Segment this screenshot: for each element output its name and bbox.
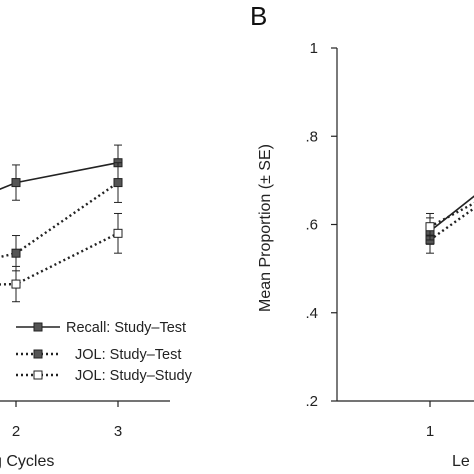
panel-b-y-axis-label: Mean Proportion (± SE): [257, 144, 274, 312]
legend-label-recall-study-test: Recall: Study–Test: [66, 320, 186, 336]
panel-a-series-line-0: [0, 161, 119, 191]
panel-a: 2 3 g Cycles Recall: Study–Test JOL: Stu…: [0, 144, 193, 470]
panel-b-ytick-label: .2: [305, 393, 318, 410]
panel-b-ytick-label: .8: [305, 128, 318, 145]
legend-marker-filled-square: [33, 349, 43, 359]
panel-b-ytick-label: 1: [310, 40, 318, 57]
panel-a-data-point-0-1: [11, 178, 21, 188]
legend-label-jol-study-test: JOL: Study–Test: [75, 347, 181, 363]
legend-label-jol-study-study: JOL: Study–Study: [75, 368, 193, 384]
legend-item-recall-study-test: Recall: Study–Test: [16, 320, 186, 336]
legend-item-jol-study-test: JOL: Study–Test: [16, 347, 181, 363]
panel-b-ytick-label: .4: [305, 305, 318, 322]
panel-b-series-line-1: [429, 206, 474, 241]
panel-b-data-point-2-0: [425, 222, 435, 232]
panel-a-data-point-2-2: [113, 228, 123, 238]
panel-a-axes: 2 3 g Cycles: [0, 400, 170, 470]
legend-marker-filled-square: [33, 322, 43, 332]
legend-marker-open-square: [33, 370, 43, 380]
panel-b-letter: B: [250, 1, 267, 31]
panel-a-legend: Recall: Study–Test JOL: Study–Test JOL: …: [16, 320, 193, 384]
legend-item-jol-study-study: JOL: Study–Study: [16, 368, 193, 384]
panel-a-data-point-1-1: [11, 248, 21, 258]
panel-a-xtick-label-3: 3: [114, 423, 122, 440]
panel-b-plot-area: [425, 195, 474, 254]
panel-b-x-axis-label: Le: [452, 453, 470, 470]
panel-a-x-axis-label: g Cycles: [0, 453, 54, 470]
panel-b-y-ticks: 1 .8 .6 .4 .2: [305, 40, 337, 410]
panel-a-series-line-1: [0, 181, 119, 259]
panel-b-series-line-2: [429, 201, 474, 228]
panel-a-xtick-label-2: 2: [12, 423, 20, 440]
panel-b-ytick-label: .6: [305, 217, 318, 234]
panel-a-data-point-1-2: [113, 178, 123, 188]
panel-b: B Mean Proportion (± SE) 1 Le 1 .8 .6 .4 .2: [250, 1, 474, 470]
panel-a-series-line-2: [0, 232, 119, 286]
panel-b-axes: 1 Le: [336, 48, 474, 470]
panel-a-data-point-2-1: [11, 279, 21, 289]
panel-b-xtick-label-1: 1: [426, 423, 434, 440]
panel-b-series-line-0: [429, 195, 474, 232]
panel-a-plot-area: [0, 144, 123, 303]
